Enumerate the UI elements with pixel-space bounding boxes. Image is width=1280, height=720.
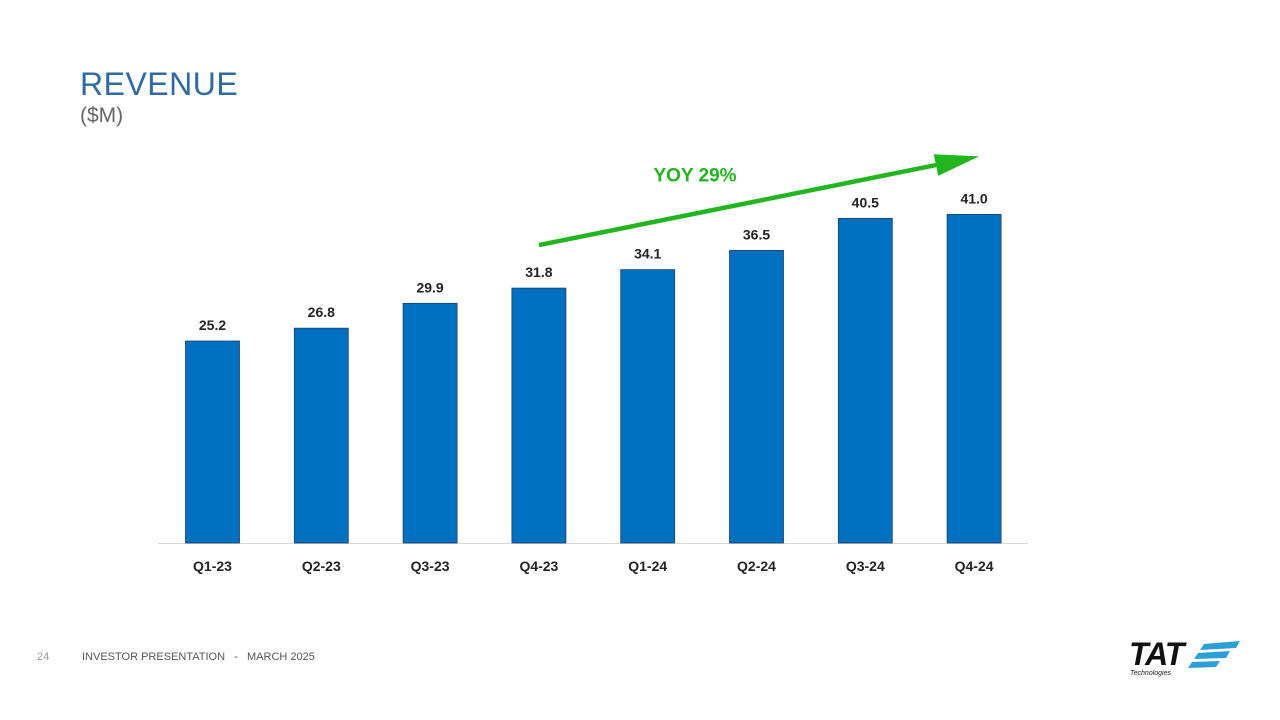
bar-q1-23 bbox=[185, 340, 240, 544]
x-tick-label-q4-24: Q4-24 bbox=[955, 558, 994, 574]
trend-arrow-head bbox=[933, 154, 980, 176]
x-tick-label-q1-24: Q1-24 bbox=[628, 558, 667, 574]
slide-subtitle: ($M) bbox=[80, 104, 124, 127]
bar-q4-23 bbox=[511, 287, 567, 544]
data-label-q2-23: 26.8 bbox=[308, 304, 335, 320]
logo-stripes-icon bbox=[1188, 641, 1240, 668]
logo-subtext: Technologies bbox=[1130, 670, 1171, 677]
data-label-q1-24: 34.1 bbox=[634, 246, 661, 262]
data-label-q3-24: 40.5 bbox=[852, 194, 879, 210]
bar-q4-24 bbox=[946, 213, 1002, 544]
bar-q2-23 bbox=[293, 327, 349, 544]
x-tick-label-q1-23: Q1-23 bbox=[193, 558, 232, 574]
data-label-q4-23: 31.8 bbox=[525, 264, 552, 280]
bar-q3-24 bbox=[837, 217, 893, 544]
bar-q2-24 bbox=[729, 250, 784, 544]
bar-q3-23 bbox=[402, 302, 458, 544]
footer-text: INVESTOR PRESENTATION - MARCH 2025 bbox=[82, 651, 315, 663]
company-logo: TAT Technologies bbox=[1126, 636, 1246, 682]
bar-q1-24 bbox=[620, 269, 676, 544]
x-tick-label-q2-24: Q2-24 bbox=[737, 558, 776, 574]
x-tick-label-q2-23: Q2-23 bbox=[302, 558, 341, 574]
x-tick-label-q3-24: Q3-24 bbox=[846, 558, 885, 574]
data-label-q1-23: 25.2 bbox=[199, 317, 226, 333]
yoy-growth-annotation: YOY 29% bbox=[653, 166, 736, 187]
data-label-q4-24: 41.0 bbox=[960, 190, 987, 206]
slide-title: REVENUE bbox=[80, 66, 239, 102]
footer-page-number: 24 bbox=[37, 651, 50, 663]
data-label-q2-24: 36.5 bbox=[743, 226, 770, 242]
logo-lettering: TAT bbox=[1129, 636, 1184, 672]
trend-arrow-line bbox=[538, 162, 937, 248]
x-tick-label-q4-23: Q4-23 bbox=[519, 558, 558, 574]
data-label-q3-23: 29.9 bbox=[416, 279, 443, 295]
x-tick-label-q3-23: Q3-23 bbox=[411, 558, 450, 574]
